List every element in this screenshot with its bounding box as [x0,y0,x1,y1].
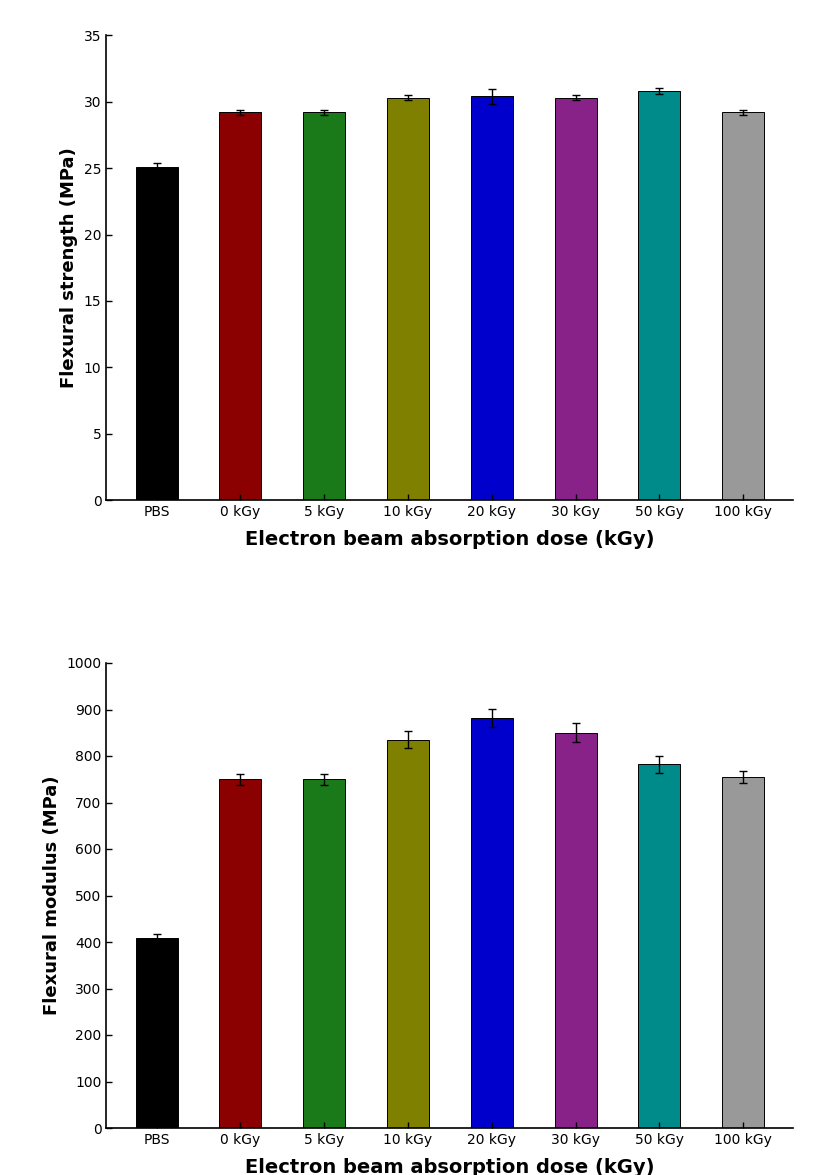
Bar [219,113,262,501]
Bar [303,779,345,1128]
Bar [387,98,429,501]
Bar [638,90,681,501]
Bar [471,718,513,1128]
Bar [136,939,178,1128]
Bar [471,96,513,501]
Bar [555,98,596,501]
Y-axis label: Flexural modulus (MPa): Flexural modulus (MPa) [43,776,61,1015]
Bar [722,777,764,1128]
Bar [219,779,262,1128]
Bar [387,740,429,1128]
Bar [555,733,596,1128]
Bar [136,167,178,501]
Bar [303,113,345,501]
Bar [638,765,681,1128]
Bar [722,113,764,501]
X-axis label: Electron beam absorption dose (kGy): Electron beam absorption dose (kGy) [245,530,654,549]
X-axis label: Electron beam absorption dose (kGy): Electron beam absorption dose (kGy) [245,1159,654,1175]
Y-axis label: Flexural strength (MPa): Flexural strength (MPa) [61,147,79,388]
